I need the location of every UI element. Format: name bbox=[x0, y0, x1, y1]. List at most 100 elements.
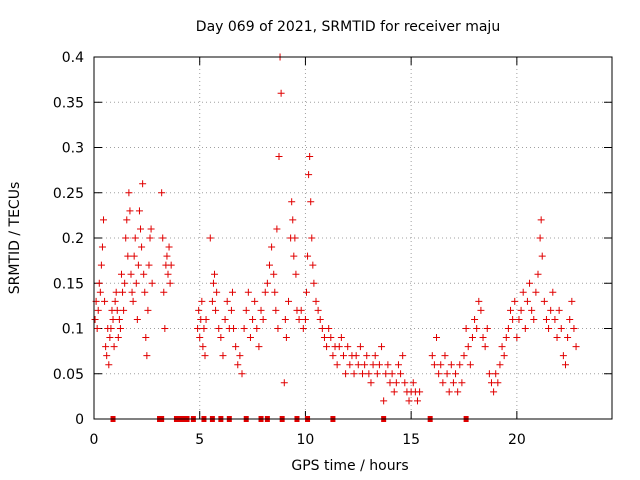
x-tick-label: 0 bbox=[90, 432, 99, 448]
data-point bbox=[371, 352, 379, 360]
data-point bbox=[211, 270, 219, 278]
data-point bbox=[105, 361, 113, 369]
data-point bbox=[221, 315, 229, 323]
data-point bbox=[234, 361, 242, 369]
data-point bbox=[519, 288, 527, 296]
data-point bbox=[268, 243, 276, 251]
data-point bbox=[132, 279, 140, 287]
data-point bbox=[307, 198, 315, 206]
data-point bbox=[545, 325, 553, 332]
data-point bbox=[386, 379, 394, 387]
data-point bbox=[100, 216, 108, 224]
x-tick-label: 20 bbox=[508, 432, 526, 448]
data-point bbox=[261, 288, 269, 296]
data-point bbox=[232, 343, 240, 351]
data-point bbox=[485, 370, 493, 378]
data-point bbox=[553, 334, 561, 342]
data-point bbox=[428, 352, 436, 360]
data-point bbox=[369, 361, 377, 369]
data-point bbox=[93, 325, 101, 332]
data-point bbox=[288, 198, 296, 206]
data-point bbox=[509, 315, 517, 323]
data-point bbox=[127, 270, 135, 278]
data-point bbox=[217, 334, 225, 342]
data-point bbox=[566, 315, 574, 323]
data-point bbox=[137, 225, 145, 233]
data-point bbox=[114, 334, 122, 342]
y-tick-label: 0.2 bbox=[62, 231, 84, 247]
data-point bbox=[236, 352, 244, 360]
data-point bbox=[540, 297, 548, 305]
data-point bbox=[308, 234, 316, 242]
data-point bbox=[437, 361, 445, 369]
data-point bbox=[471, 315, 479, 323]
data-point bbox=[572, 343, 580, 351]
data-point bbox=[209, 279, 217, 287]
data-point bbox=[312, 297, 320, 305]
data-point bbox=[498, 343, 506, 351]
data-point bbox=[290, 252, 298, 260]
data-point bbox=[306, 153, 314, 161]
data-point bbox=[323, 343, 331, 351]
data-point bbox=[277, 89, 285, 97]
data-point bbox=[361, 361, 369, 369]
data-point bbox=[333, 361, 341, 369]
data-point bbox=[163, 252, 171, 260]
data-point bbox=[223, 297, 231, 305]
data-point bbox=[139, 180, 147, 188]
y-tick-label: 0 bbox=[75, 412, 84, 428]
data-point bbox=[409, 379, 417, 387]
data-point bbox=[441, 352, 449, 360]
data-point bbox=[195, 306, 203, 314]
data-point bbox=[146, 234, 154, 242]
data-point bbox=[373, 370, 381, 378]
y-tick-label: 0.1 bbox=[62, 322, 84, 338]
data-point bbox=[479, 334, 487, 342]
data-point bbox=[443, 370, 451, 378]
data-point bbox=[325, 325, 333, 332]
data-point bbox=[384, 361, 392, 369]
data-point bbox=[390, 388, 398, 396]
data-point bbox=[382, 370, 390, 378]
data-point bbox=[230, 325, 238, 332]
data-point bbox=[430, 361, 438, 369]
data-point bbox=[542, 315, 550, 323]
data-point bbox=[367, 379, 375, 387]
y-axis-label: SRMTID / TECUs bbox=[7, 182, 23, 295]
data-point bbox=[359, 370, 367, 378]
y-tick-label: 0.35 bbox=[53, 95, 84, 111]
y-tick-label: 0.3 bbox=[62, 141, 84, 157]
data-point bbox=[551, 315, 559, 323]
data-point bbox=[164, 270, 172, 278]
data-point bbox=[555, 306, 563, 314]
plot-frame bbox=[93, 56, 613, 420]
data-point bbox=[375, 361, 383, 369]
data-point bbox=[549, 288, 557, 296]
data-point bbox=[275, 153, 283, 161]
data-point bbox=[126, 207, 134, 215]
data-point bbox=[161, 325, 169, 332]
data-point bbox=[299, 325, 307, 332]
data-point bbox=[240, 325, 248, 332]
x-tick-label: 5 bbox=[195, 432, 204, 448]
data-point bbox=[112, 288, 120, 296]
grid-layer bbox=[94, 57, 612, 419]
data-point bbox=[454, 388, 462, 396]
data-point bbox=[523, 297, 531, 305]
data-point bbox=[464, 343, 472, 351]
data-point bbox=[511, 297, 519, 305]
data-point bbox=[271, 288, 279, 296]
data-point bbox=[202, 315, 210, 323]
data-point bbox=[103, 352, 111, 360]
data-point bbox=[200, 325, 208, 332]
data-point bbox=[119, 288, 127, 296]
y-tick-label: 0.25 bbox=[53, 186, 84, 202]
data-point bbox=[259, 315, 267, 323]
data-point bbox=[490, 388, 498, 396]
ticks-layer: 0 0.05 0.1 0.15 0.2 0.25 0.3 0.35 0.4 0 5 10 15 20 bbox=[53, 50, 612, 448]
data-point bbox=[280, 379, 288, 387]
data-point bbox=[487, 379, 495, 387]
data-point bbox=[462, 325, 470, 332]
data-point bbox=[401, 379, 409, 387]
data-point bbox=[246, 334, 254, 342]
